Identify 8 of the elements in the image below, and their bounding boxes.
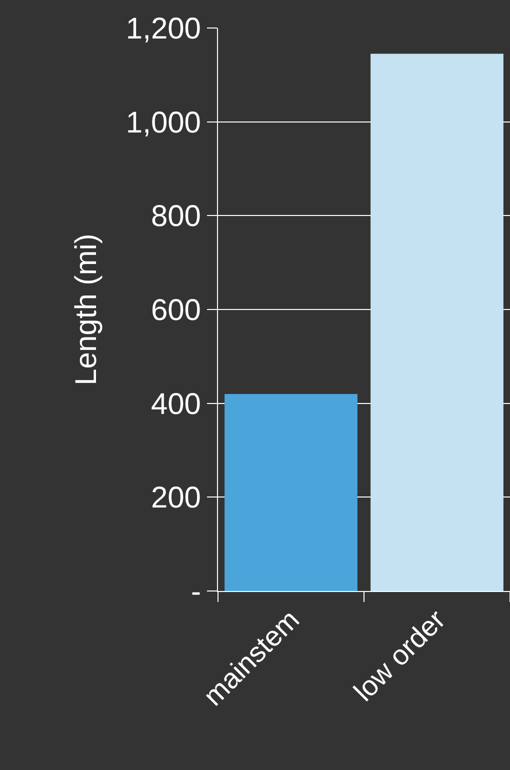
y-axis-title: Length (mi) (70, 234, 103, 386)
y-tick-label: 400 (150, 388, 201, 421)
y-tick-label: 1,000 (126, 106, 201, 140)
y-tick-label: 200 (150, 482, 201, 515)
y-tick-label: 800 (150, 200, 201, 234)
y-tick-label: 600 (150, 294, 201, 327)
y-tick-label: 1,200 (126, 12, 201, 46)
y-tick-label: - (191, 576, 201, 608)
